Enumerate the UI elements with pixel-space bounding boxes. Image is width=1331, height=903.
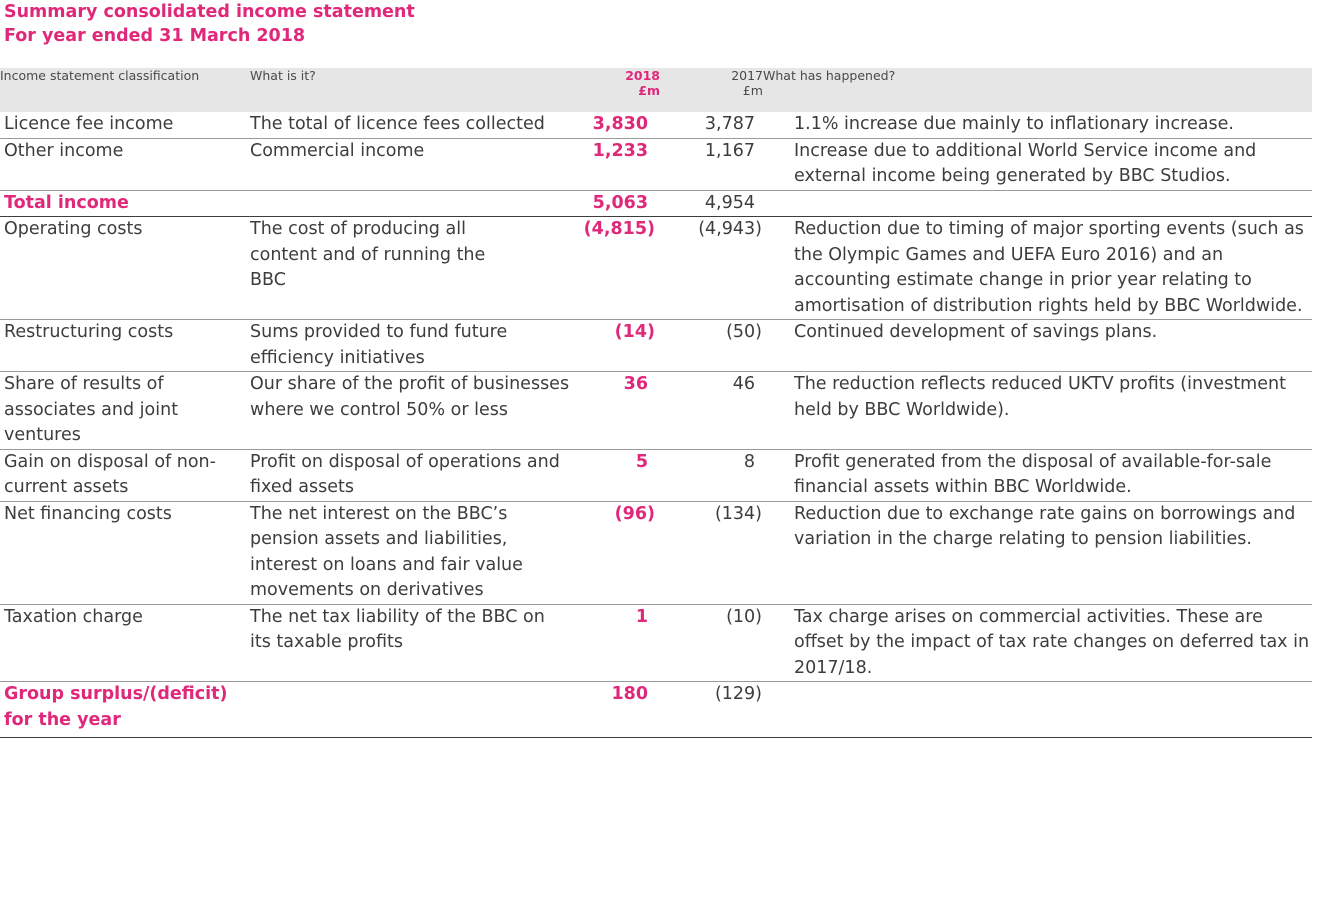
row-value-2017: (50) [660, 319, 763, 372]
row-what-is-it: Profit on disposal of operations and fix… [250, 449, 570, 502]
row-classification: Licence fee income [0, 112, 250, 139]
table-row: Other income Commercial income 1,233 1,1… [0, 138, 1312, 191]
row-what-happened: Reduction due to exchange rate gains on … [763, 501, 1312, 605]
row-classification: Share of results of associates and joint… [0, 371, 250, 450]
row-what-is-it: The net interest on the BBC’s pension as… [250, 501, 570, 605]
table-row: Restructuring costs Sums provided to fun… [0, 319, 1312, 372]
header-2017: 2017 £m [660, 68, 763, 112]
row-classification: Other income [0, 138, 250, 191]
row-classification: Net financing costs [0, 501, 250, 605]
row-what-is-it [250, 681, 570, 738]
row-value-2017: (10) [660, 604, 763, 682]
row-value-2017: 8 [660, 449, 763, 502]
row-what-happened [763, 681, 1312, 738]
header-2018: 2018 £m [570, 68, 660, 112]
row-value-2018: 1,233 [570, 138, 660, 191]
header-what-is-it: What is it? [250, 68, 570, 112]
row-what-happened: Profit generated from the disposal of av… [763, 449, 1312, 502]
title-line-1: Summary consolidated income statement [4, 2, 415, 22]
row-value-2018: (14) [570, 319, 660, 372]
row-value-2017: 46 [660, 371, 763, 450]
row-what-is-it [250, 190, 570, 217]
page-title: Summary consolidated income statement Fo… [4, 0, 415, 48]
row-what-is-it: The cost of producing all content and of… [250, 216, 570, 320]
title-line-2: For year ended 31 March 2018 [4, 26, 306, 46]
header-what-happened: What has happened? [763, 68, 1312, 112]
header-2018-unit: £m [638, 83, 660, 98]
table-row: Net financing costs The net interest on … [0, 501, 1312, 605]
table-row: Taxation charge The net tax liability of… [0, 604, 1312, 682]
income-statement-table: Income statement classification What is … [0, 68, 1312, 738]
table-row: Operating costs The cost of producing al… [0, 216, 1312, 320]
header-2017-unit: £m [742, 83, 763, 98]
row-value-2018: 180 [570, 681, 660, 738]
row-value-2017: (134) [660, 501, 763, 605]
header-classification: Income statement classification [0, 68, 250, 112]
row-what-is-it: Commercial income [250, 138, 570, 191]
header-2018-year: 2018 [625, 68, 660, 83]
row-classification: Gain on disposal of non-current assets [0, 449, 250, 502]
header-2017-year: 2017 [731, 68, 763, 83]
row-value-2018: (96) [570, 501, 660, 605]
row-value-2018: 5 [570, 449, 660, 502]
row-what-is-it: The total of licence fees collected [250, 112, 570, 139]
table-row-group-surplus: Group surplus/(deficit) for the year 180… [0, 681, 1312, 738]
row-value-2017: 1,167 [660, 138, 763, 191]
table-header: Income statement classification What is … [0, 68, 1312, 112]
row-what-happened: The reduction reflects reduced UKTV prof… [763, 371, 1312, 450]
row-what-is-it: Sums provided to fund future efficiency … [250, 319, 570, 372]
row-value-2017: (4,943) [660, 216, 763, 320]
row-classification: Operating costs [0, 216, 250, 320]
row-what-happened: 1.1% increase due mainly to inflationary… [763, 112, 1312, 139]
row-value-2018: (4,815) [570, 216, 660, 320]
row-value-2017: 3,787 [660, 112, 763, 139]
table-row-total-income: Total income 5,063 4,954 [0, 190, 1312, 217]
table-row: Share of results of associates and joint… [0, 371, 1312, 450]
row-value-2018: 5,063 [570, 190, 660, 217]
row-value-2018: 1 [570, 604, 660, 682]
row-what-is-it: The net tax liability of the BBC on its … [250, 604, 570, 682]
row-classification: Total income [0, 190, 250, 217]
row-classification: Restructuring costs [0, 319, 250, 372]
table-row: Licence fee income The total of licence … [0, 112, 1312, 139]
row-what-is-it: Our share of the profit of businesses wh… [250, 371, 570, 450]
row-what-happened: Tax charge arises on commercial activiti… [763, 604, 1312, 682]
table-row: Gain on disposal of non-current assets P… [0, 449, 1312, 502]
row-classification: Taxation charge [0, 604, 250, 682]
row-value-2018: 3,830 [570, 112, 660, 139]
row-what-happened: Increase due to additional World Service… [763, 138, 1312, 191]
row-what-happened: Continued development of savings plans. [763, 319, 1312, 372]
row-value-2018: 36 [570, 371, 660, 450]
row-value-2017: (129) [660, 681, 763, 738]
row-what-happened [763, 190, 1312, 217]
row-what-happened: Reduction due to timing of major sportin… [763, 216, 1312, 320]
row-value-2017: 4,954 [660, 190, 763, 217]
row-classification: Group surplus/(deficit) for the year [0, 681, 250, 738]
